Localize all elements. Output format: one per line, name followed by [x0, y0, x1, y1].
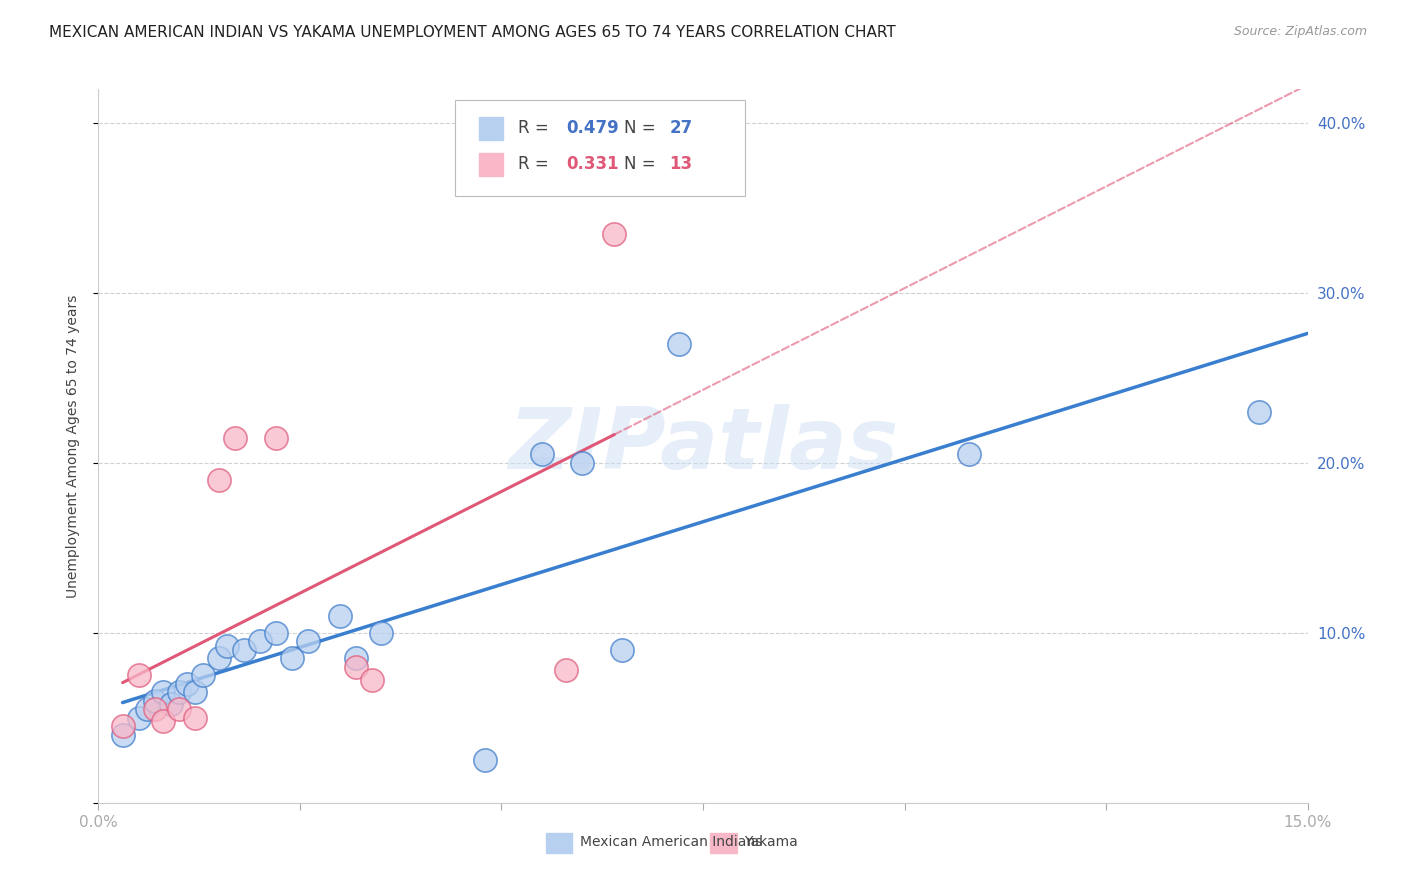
Bar: [546, 833, 572, 853]
Point: [208, 651, 231, 665]
Text: MEXICAN AMERICAN INDIAN VS YAKAMA UNEMPLOYMENT AMONG AGES 65 TO 74 YEARS CORRELA: MEXICAN AMERICAN INDIAN VS YAKAMA UNEMPL…: [49, 25, 896, 40]
Point: [361, 673, 384, 688]
Point: [232, 643, 254, 657]
Text: N =: N =: [624, 155, 661, 173]
Point: [668, 337, 690, 351]
Bar: [479, 117, 503, 140]
Text: R =: R =: [517, 155, 554, 173]
Point: [208, 473, 231, 487]
Point: [224, 430, 246, 444]
Bar: [479, 153, 503, 176]
Point: [184, 685, 207, 699]
Text: N =: N =: [624, 120, 661, 137]
Point: [184, 711, 207, 725]
Text: ZIPatlas: ZIPatlas: [508, 404, 898, 488]
Text: 0.331: 0.331: [567, 155, 619, 173]
Point: [160, 698, 183, 712]
Point: [571, 456, 593, 470]
Point: [264, 430, 287, 444]
Point: [370, 626, 392, 640]
Point: [167, 702, 190, 716]
Point: [128, 668, 150, 682]
Point: [193, 668, 215, 682]
Point: [612, 643, 634, 657]
Text: R =: R =: [517, 120, 554, 137]
Text: Source: ZipAtlas.com: Source: ZipAtlas.com: [1233, 25, 1367, 38]
Text: Yakama: Yakama: [744, 835, 797, 849]
Bar: [710, 833, 737, 853]
Point: [281, 651, 304, 665]
Point: [555, 663, 578, 677]
Point: [167, 685, 190, 699]
Point: [297, 634, 319, 648]
Point: [264, 626, 287, 640]
Point: [329, 608, 352, 623]
Point: [111, 728, 134, 742]
Point: [176, 677, 198, 691]
Point: [1249, 405, 1271, 419]
Text: 0.479: 0.479: [567, 120, 619, 137]
Text: 13: 13: [669, 155, 692, 173]
Point: [249, 634, 271, 648]
Text: 27: 27: [669, 120, 692, 137]
Point: [111, 719, 134, 733]
Point: [957, 448, 980, 462]
Y-axis label: Unemployment Among Ages 65 to 74 years: Unemployment Among Ages 65 to 74 years: [66, 294, 80, 598]
Point: [530, 448, 553, 462]
Point: [128, 711, 150, 725]
Point: [344, 651, 367, 665]
Text: Mexican American Indians: Mexican American Indians: [579, 835, 762, 849]
Point: [217, 640, 239, 654]
Point: [152, 685, 174, 699]
Point: [143, 702, 166, 716]
Point: [474, 753, 496, 767]
FancyBboxPatch shape: [456, 100, 745, 196]
Point: [152, 714, 174, 729]
Point: [603, 227, 626, 241]
Point: [135, 702, 157, 716]
Point: [344, 660, 367, 674]
Point: [143, 694, 166, 708]
